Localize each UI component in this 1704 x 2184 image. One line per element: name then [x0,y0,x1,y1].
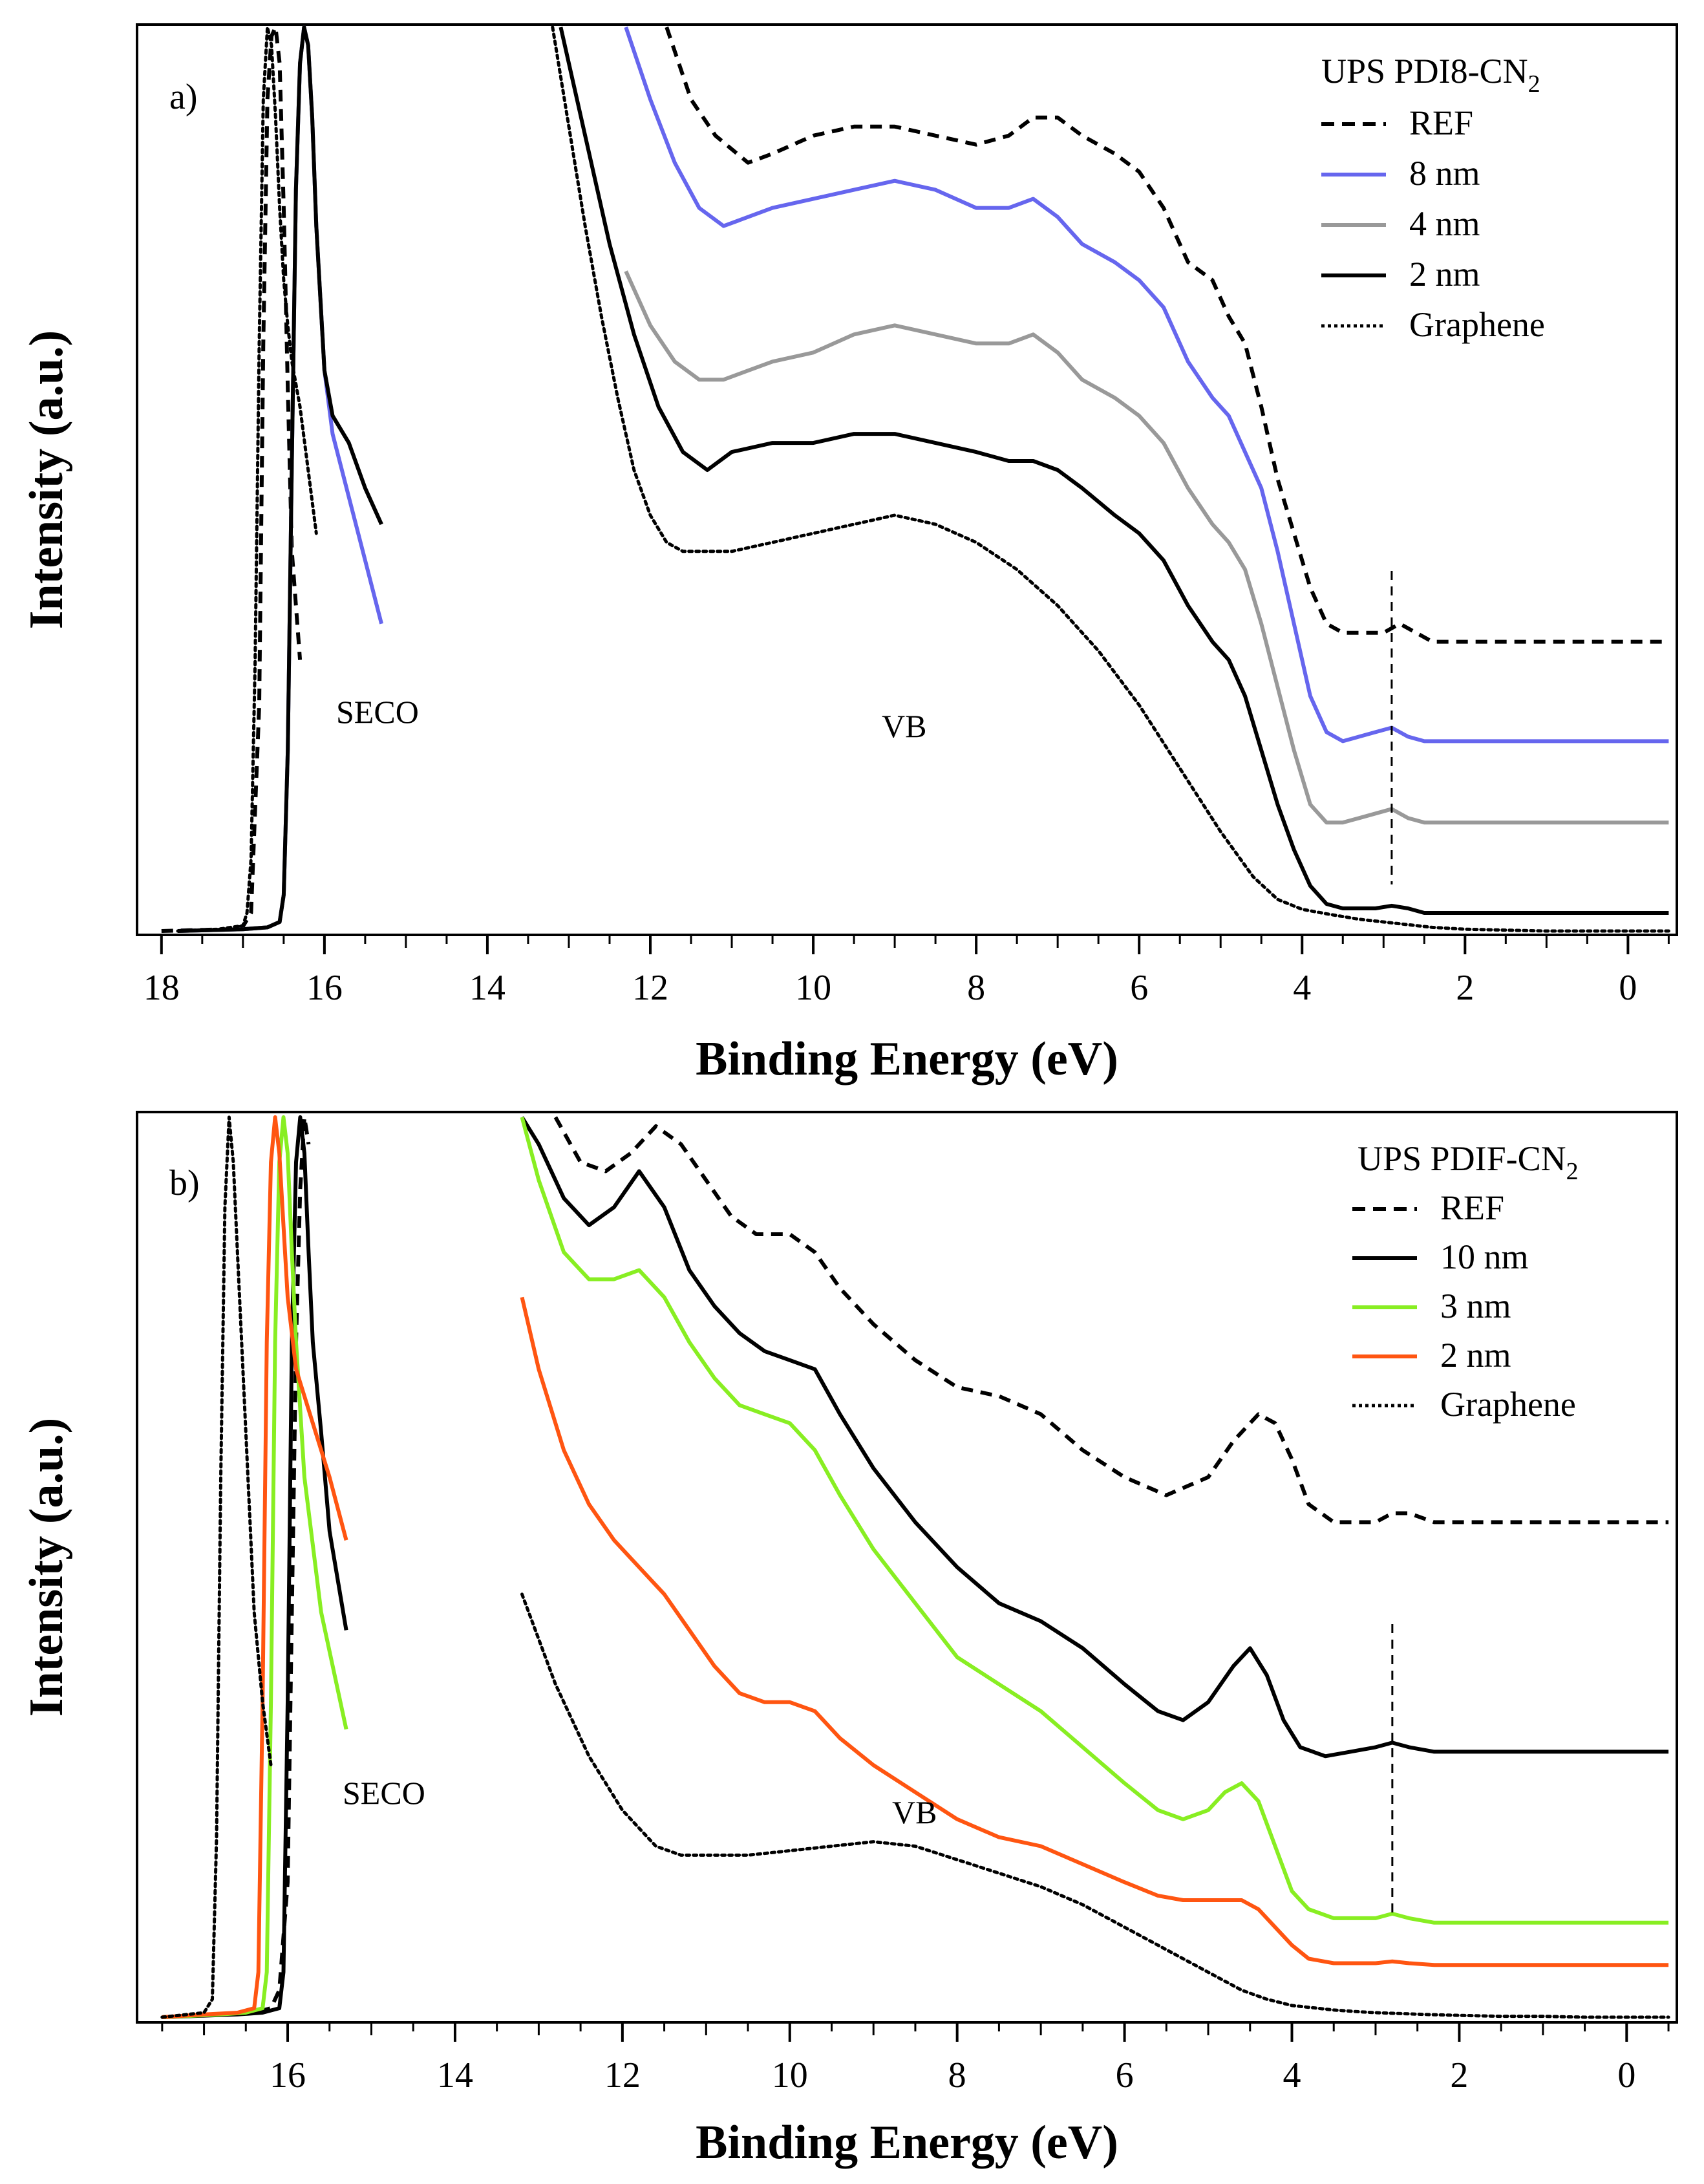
panel-a-x-tick-label: 0 [1619,968,1637,1008]
panel-b-x-tick-label: 8 [948,2055,966,2095]
panel-a-series-2-nm-segment-seco [177,25,383,933]
panel-a-x-tick-label: 8 [967,968,985,1008]
panel-b-vb-annotation: VB [892,1794,937,1830]
panel-a-legend-label-ref: REF [1409,103,1473,142]
panel-a-x-tick-label: 14 [469,968,506,1008]
panel-a-seco-annotation: SECO [336,694,419,730]
panel-b-legend-entries: REF 10 nm 3 nm 2 nm Graphene [1352,1188,1576,1424]
panel-a-legend-label-8-nm: 8 nm [1409,154,1480,193]
panel-a-series-layer [161,25,1670,933]
panel-b-seco-annotation: SECO [343,1775,425,1811]
panel-b-legend-title-main: UPS PDIF-CN [1358,1139,1566,1178]
panel-b-x-ticks: 16 14 12 10 8 6 4 2 0 [161,2022,1670,2095]
panel-b-series-2-nm-segment-vb [520,1296,1669,1967]
panel-a-series-2-nm-segment-vb [559,27,1669,915]
panel-b-series-layer [160,1115,1670,2019]
panel-a-legend-title-subscript: 2 [1528,70,1540,98]
panel-a-x-tick-label: 12 [632,968,668,1008]
panel-b-x-axis-title: Binding Energy (eV) [696,2116,1118,2169]
panel-b-legend-label-3-nm: 3 nm [1440,1287,1511,1325]
panel-a-legend-title-main: UPS PDI8-CN [1321,52,1528,91]
panel-b: 16 14 12 10 8 6 4 2 0 b) SECO VB Binding Energy … [20,1111,1678,2169]
panel-b-legend-label-2-nm: 2 nm [1440,1336,1511,1375]
panel-b-x-tick-label: 16 [270,2055,306,2095]
panel-a-legend-entries: REF 8 nm 4 nm 2 nm Graphene [1321,103,1545,344]
panel-a-x-tick-label: 10 [795,968,831,1008]
panel-b-x-tick-label: 12 [604,2055,641,2095]
panel-a-x-tick-label: 6 [1130,968,1148,1008]
panel-b-legend-label-10-nm: 10 nm [1440,1237,1529,1276]
panel-b-series-10-nm-segment-seco [162,1115,348,2019]
panel-a-series-graphene-segment-seco [176,25,318,933]
panel-a-x-tick-label: 16 [306,968,343,1008]
panel-a-label: a) [169,77,198,117]
panel-b-x-tick-label: 0 [1617,2055,1635,2095]
panel-b-x-tick-label: 2 [1450,2055,1468,2095]
panel-a-legend-label-4-nm: 4 nm [1409,204,1480,243]
panel-a-x-axis-title: Binding Energy (eV) [696,1033,1118,1086]
panel-a-legend-label-graphene: Graphene [1409,305,1545,344]
panel-a-plot-frame [136,23,1678,936]
panel-b-series-2-nm-segment-seco [162,1115,348,2019]
panel-b-series-graphene-segment-vb [520,1592,1670,2019]
panel-a-vb-annotation: VB [882,708,926,744]
panel-a: 18 16 14 12 10 8 6 4 2 0 a) SECO VB Binding Energ… [20,23,1678,1086]
panel-a-legend: UPS PDI8-CN2 REF 8 nm 4 nm 2 nm Graphene [1321,52,1545,344]
panel-b-y-axis-title: Intensity (a.u.) [20,1418,73,1717]
panel-b-x-tick-label: 10 [772,2055,808,2095]
panel-a-legend-label-2-nm: 2 nm [1409,255,1480,294]
panel-a-x-tick-label: 4 [1293,968,1311,1008]
panel-a-y-axis-title: Intensity (a.u.) [20,330,73,630]
panel-b-legend-title: UPS PDIF-CN2 [1358,1139,1579,1185]
panel-b-legend-title-subscript: 2 [1566,1158,1579,1185]
panel-b-legend: UPS PDIF-CN2 REF 10 nm 3 nm 2 nm Graphene [1352,1139,1579,1424]
panel-a-series-ref-segment-vb [665,27,1669,644]
panel-b-series-3-nm-segment-vb [520,1117,1669,1925]
panel-b-series-graphene-segment-seco [160,1115,273,2019]
panel-a-x-tick-label: 18 [144,968,180,1008]
panel-b-x-tick-label: 14 [437,2055,473,2095]
panel-a-series-8-nm-segment-vb [624,27,1669,744]
panel-b-legend-label-graphene: Graphene [1440,1385,1576,1424]
panel-b-x-tick-label: 4 [1283,2055,1301,2095]
panel-b-label: b) [169,1163,200,1203]
panel-b-plot-frame [136,1111,1678,2024]
panel-a-x-tick-label: 2 [1456,968,1474,1008]
panel-b-series-10-nm-segment-vb [520,1116,1669,1759]
panel-b-legend-label-ref: REF [1440,1188,1504,1227]
panel-a-x-ticks: 18 16 14 12 10 8 6 4 2 0 [144,935,1670,1008]
panel-a-series-graphene-segment-vb [551,25,1670,933]
panel-a-legend-title: UPS PDI8-CN2 [1321,52,1540,98]
panel-b-x-tick-label: 6 [1116,2055,1134,2095]
panel-a-series-4-nm-segment-vb [624,270,1669,825]
